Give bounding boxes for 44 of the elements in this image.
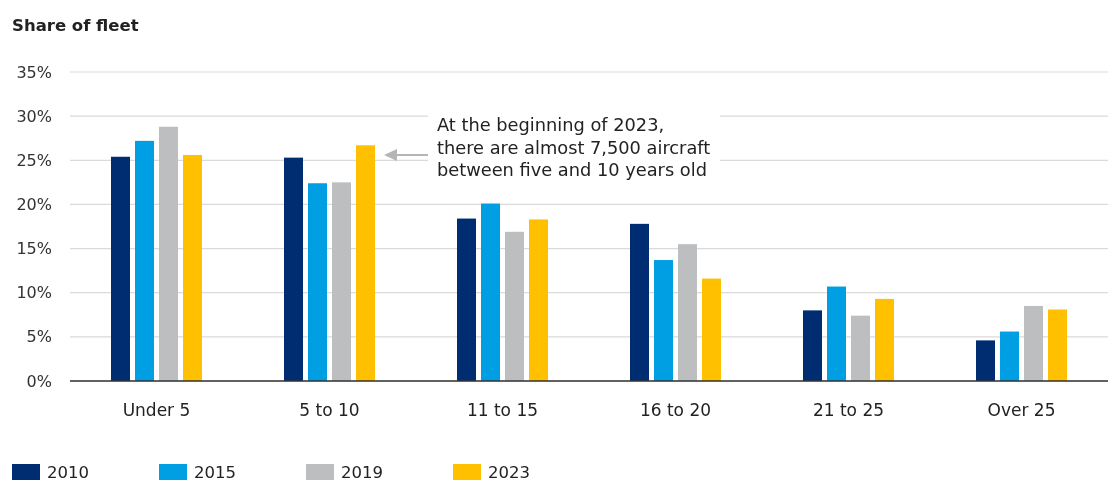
bar [1048, 309, 1067, 381]
bar [332, 182, 351, 381]
bar [1000, 331, 1019, 381]
x-tick-label: 11 to 15 [466, 400, 539, 420]
y-tick-label: 25% [16, 150, 52, 170]
bar [803, 310, 822, 381]
legend-label: 2023 [488, 462, 530, 481]
bar [505, 231, 524, 381]
bar [654, 260, 673, 381]
bar [135, 140, 154, 381]
legend-label: 2010 [47, 462, 89, 481]
y-tick-label: 15% [16, 239, 52, 259]
y-tick-label: 0% [26, 371, 52, 391]
bar [827, 286, 846, 381]
bar [851, 315, 870, 381]
bar [702, 278, 721, 381]
x-tick-label: 5 to 10 [299, 400, 360, 420]
bar [1024, 305, 1043, 381]
y-tick-label: 35% [16, 62, 52, 82]
bar [308, 183, 327, 381]
bar [183, 154, 202, 381]
bar [159, 126, 178, 381]
x-tick-label: 16 to 20 [639, 400, 712, 420]
bar [630, 223, 649, 381]
legend-label: 2019 [341, 462, 383, 481]
bar [284, 157, 303, 381]
bar [457, 218, 476, 381]
legend-label: 2015 [194, 462, 236, 481]
bar [678, 244, 697, 381]
y-tick-label: 20% [16, 195, 52, 215]
y-tick-label: 30% [16, 106, 52, 126]
bar [529, 219, 548, 381]
bar [875, 298, 894, 381]
bar [976, 340, 995, 381]
x-tick-label: 21 to 25 [812, 400, 885, 420]
bar [481, 203, 500, 381]
y-tick-label: 10% [16, 283, 52, 303]
bar [111, 156, 130, 381]
x-tick-label: Under 5 [122, 400, 191, 420]
bar [356, 145, 375, 381]
y-axis-title: Share of fleet [12, 16, 139, 35]
x-tick-label: Over 25 [987, 400, 1056, 420]
y-tick-label: 5% [26, 327, 52, 347]
annotation: At the beginning of 2023, there are almost 7,500 aircraft between five and 10 years old [437, 114, 711, 180]
